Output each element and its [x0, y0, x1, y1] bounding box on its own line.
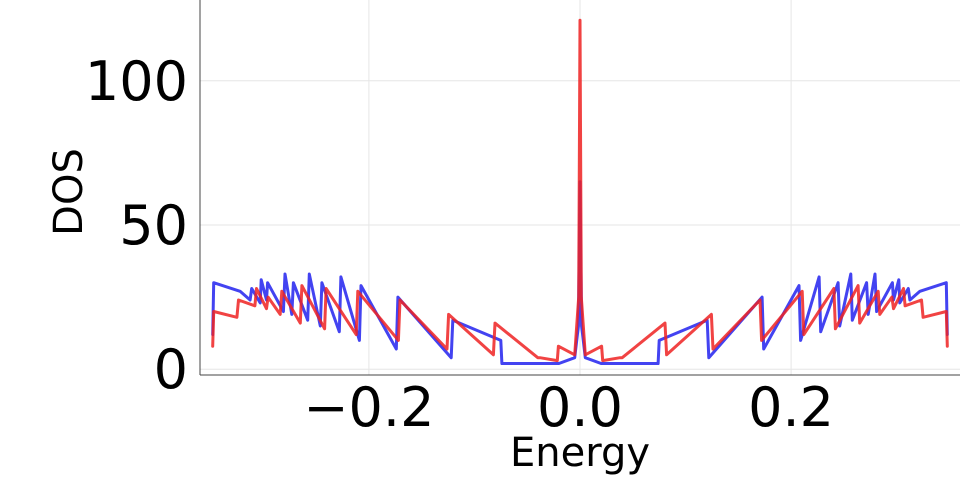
- x-tick-label: 0.2: [748, 376, 834, 439]
- series-group: [211, 18, 949, 365]
- y-tick-label: 0: [154, 338, 188, 401]
- x-tick-label: 0.0: [537, 376, 623, 439]
- axes: [199, 0, 960, 376]
- y-tick-label: 100: [85, 50, 188, 113]
- x-axis-label: Energy: [510, 430, 650, 476]
- y-axis-label: DOS: [46, 148, 92, 236]
- tick-labels: −0.2 0.0 0.2 0 50 100: [85, 50, 834, 439]
- series-line-2: [211, 18, 949, 363]
- y-tick-label: 50: [119, 194, 188, 257]
- x-tick-label: −0.2: [303, 376, 434, 439]
